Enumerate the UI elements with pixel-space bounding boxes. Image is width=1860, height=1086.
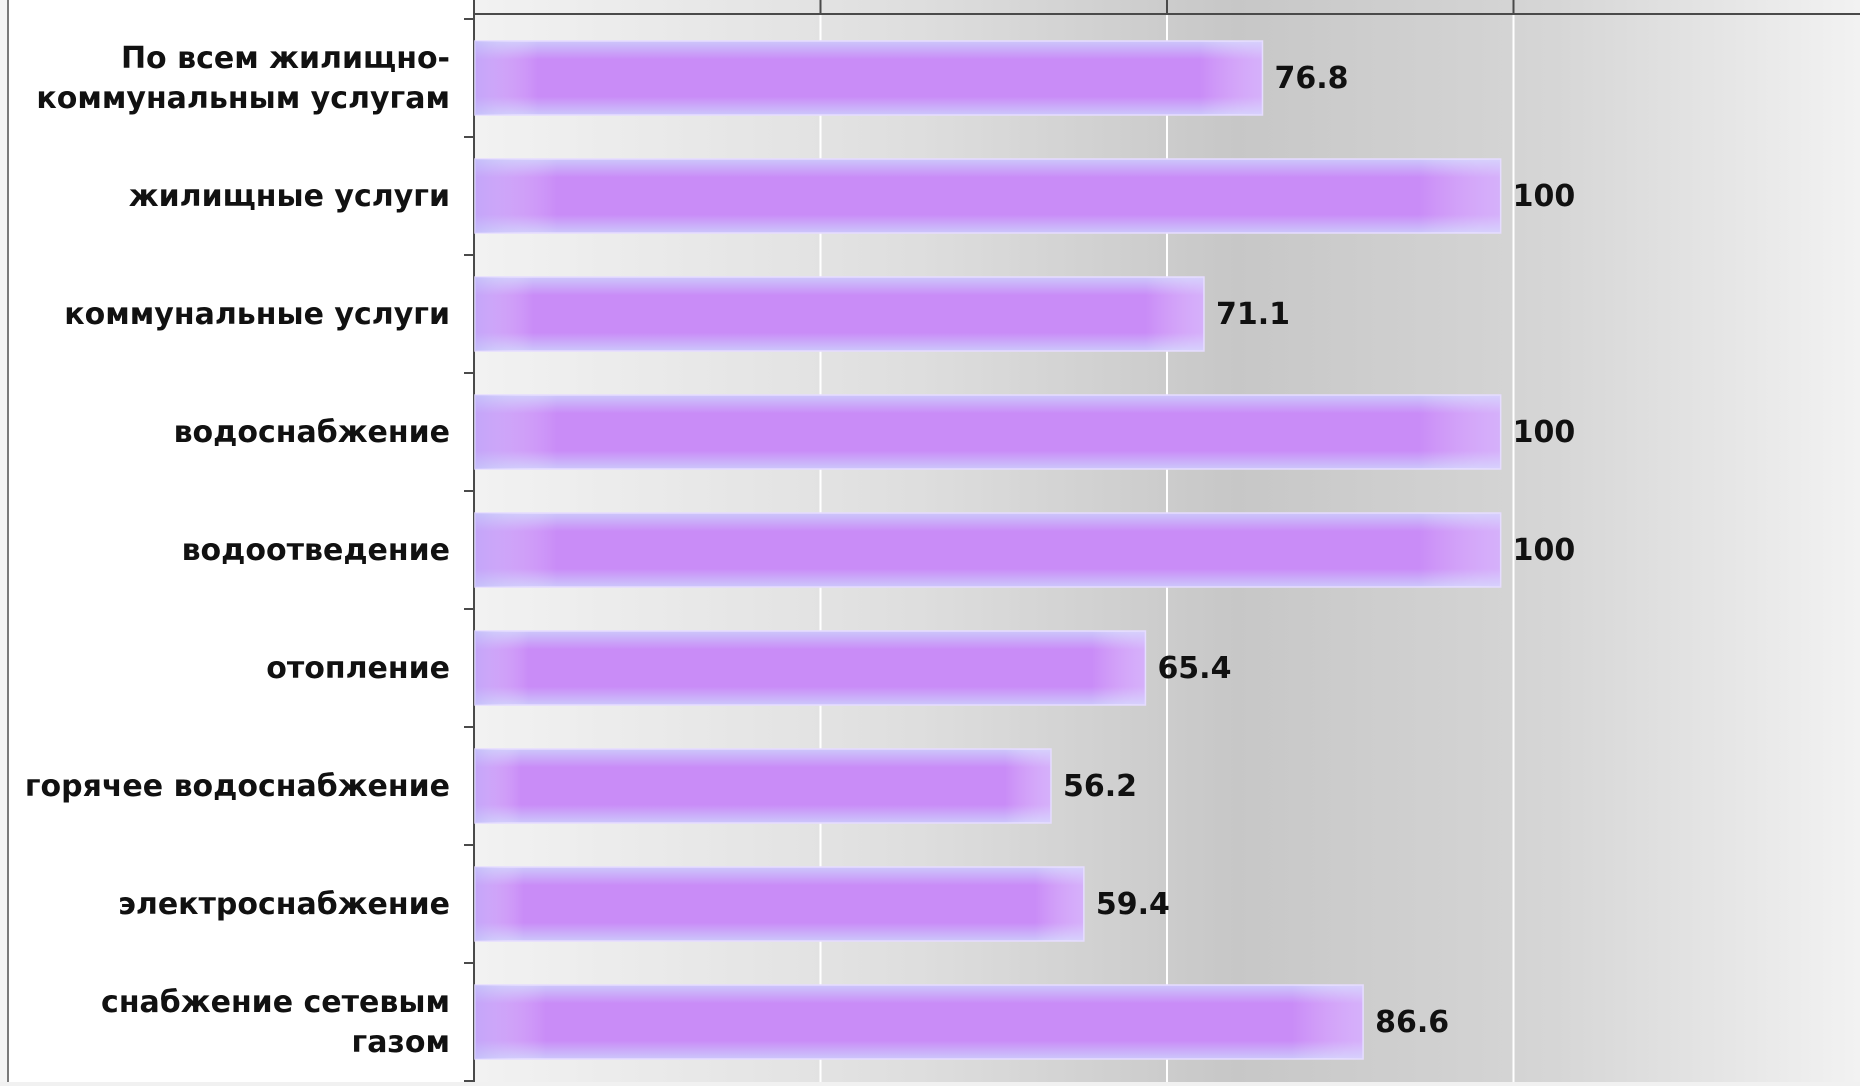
- category-label: электроснабжение: [118, 887, 450, 922]
- bar-sheen: [475, 749, 1051, 823]
- data-label: 56.2: [1063, 769, 1137, 804]
- data-label: 59.4: [1096, 887, 1170, 922]
- category-label: жилищные услуги: [129, 179, 450, 214]
- category-label: По всем жилищно-: [121, 41, 450, 76]
- bar-sheen: [475, 277, 1204, 351]
- category-label: коммунальным услугам: [36, 81, 450, 116]
- data-label: 76.8: [1274, 61, 1348, 96]
- data-label: 65.4: [1157, 651, 1231, 686]
- category-label: газом: [352, 1025, 450, 1060]
- category-label: снабжение сетевым: [101, 985, 450, 1020]
- data-label: 86.6: [1375, 1005, 1449, 1040]
- bar-group: [474, 630, 1147, 706]
- bar-group: [474, 158, 1502, 234]
- category-label: водоотведение: [182, 533, 450, 568]
- bar-group: [474, 748, 1052, 824]
- category-label: коммунальные услуги: [64, 297, 450, 332]
- category-label: горячее водоснабжение: [25, 769, 450, 804]
- category-label-panel: [8, 0, 474, 1082]
- bar-group: [474, 40, 1264, 116]
- data-label: 71.1: [1216, 297, 1290, 332]
- bar-sheen: [475, 631, 1146, 705]
- bar-group: [474, 394, 1502, 470]
- data-label: 100: [1513, 179, 1576, 214]
- bar-group: [474, 866, 1085, 942]
- category-label: водоснабжение: [174, 415, 450, 450]
- data-label: 100: [1513, 533, 1576, 568]
- bar-sheen: [475, 985, 1364, 1059]
- bar-sheen: [475, 867, 1084, 941]
- data-label: 100: [1513, 415, 1576, 450]
- category-label: отопление: [266, 651, 450, 686]
- bar-group: [474, 276, 1205, 352]
- bar-group: [474, 512, 1502, 588]
- bar-group: [474, 984, 1364, 1060]
- bar-sheen: [475, 395, 1501, 469]
- bar-sheen: [475, 513, 1501, 587]
- bar-sheen: [475, 41, 1263, 115]
- bar-sheen: [475, 159, 1501, 233]
